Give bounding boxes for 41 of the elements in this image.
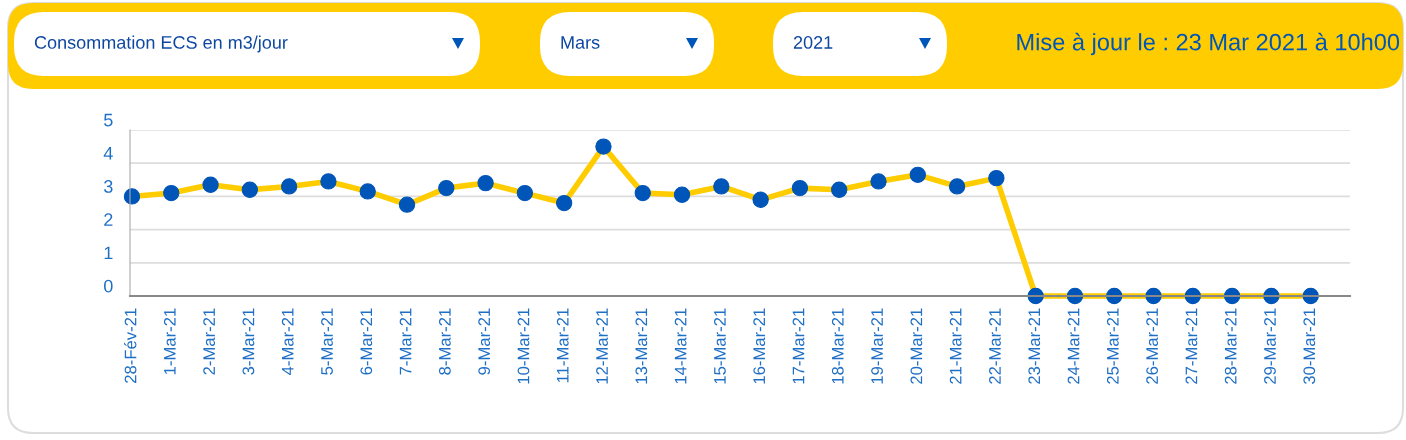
- x-tick-label: 27-Mar-21: [1185, 308, 1198, 384]
- y-tick-label: 2: [104, 213, 113, 226]
- x-tick-label: 8-Mar-21: [438, 308, 451, 375]
- x-tick-label: 1-Mar-21: [163, 308, 176, 375]
- y-tick-label: 1: [104, 246, 113, 260]
- x-tick-label: 16-Mar-21: [753, 308, 766, 384]
- x-tick-label: 11-Mar-21: [556, 308, 569, 383]
- y-tick-label: 3: [103, 180, 113, 193]
- x-tick-label: 22-Mar-21: [989, 308, 1001, 384]
- text: Consommation ECS en m3/jour: [34, 35, 288, 53]
- x-tick-label: 13-Mar-21: [635, 308, 648, 384]
- x-tick-label: 4-Mar-21: [281, 308, 294, 376]
- text: Mise à jour le : 23 Mar 2021 à 10h00: [1017, 32, 1400, 56]
- x-tick-label: 2-Mar-21: [203, 308, 216, 375]
- x-tick-label: 15-Mar-21: [714, 308, 726, 384]
- x-tick-label: 20-Mar-21: [910, 308, 923, 384]
- x-tick-label: 21-Mar-21: [949, 308, 962, 384]
- x-tick-label: 29-Mar-21: [1264, 308, 1276, 384]
- x-tick-label: 3-Mar-21: [242, 308, 255, 375]
- y-tick-label: 4: [103, 147, 113, 160]
- x-tick-label: 19-Mar-21: [871, 308, 883, 384]
- text: 2021: [793, 36, 833, 49]
- x-tick-label: 14-Mar-21: [674, 308, 687, 384]
- x-tick-label: 10-Mar-21: [517, 308, 530, 384]
- x-tick-label: 12-Mar-21: [596, 308, 608, 384]
- x-tick-label: 7-Mar-21: [399, 308, 412, 375]
- x-tick-label: 6-Mar-21: [360, 308, 373, 375]
- x-tick-label: 9-Mar-21: [478, 308, 491, 375]
- x-tick-label: 23-Mar-21: [1028, 308, 1041, 384]
- x-tick-label: 28-Mar-21: [1224, 308, 1237, 384]
- x-tick-label: 18-Mar-21: [831, 308, 844, 384]
- y-tick-label: 0: [104, 279, 113, 293]
- x-tick-label: 17-Mar-21: [792, 308, 805, 384]
- x-tick-label: 5-Mar-21: [321, 308, 333, 375]
- y-tick-label: 5: [104, 113, 113, 127]
- x-tick-label: 25-Mar-21: [1106, 308, 1119, 384]
- x-tick-label: 26-Mar-21: [1146, 308, 1159, 384]
- x-tick-label: 30-Mar-21: [1303, 308, 1316, 385]
- x-tick-label: 28-Fév-21: [124, 308, 137, 383]
- x-tick-label: 24-Mar-21: [1067, 308, 1080, 384]
- text: Mars: [561, 36, 600, 49]
